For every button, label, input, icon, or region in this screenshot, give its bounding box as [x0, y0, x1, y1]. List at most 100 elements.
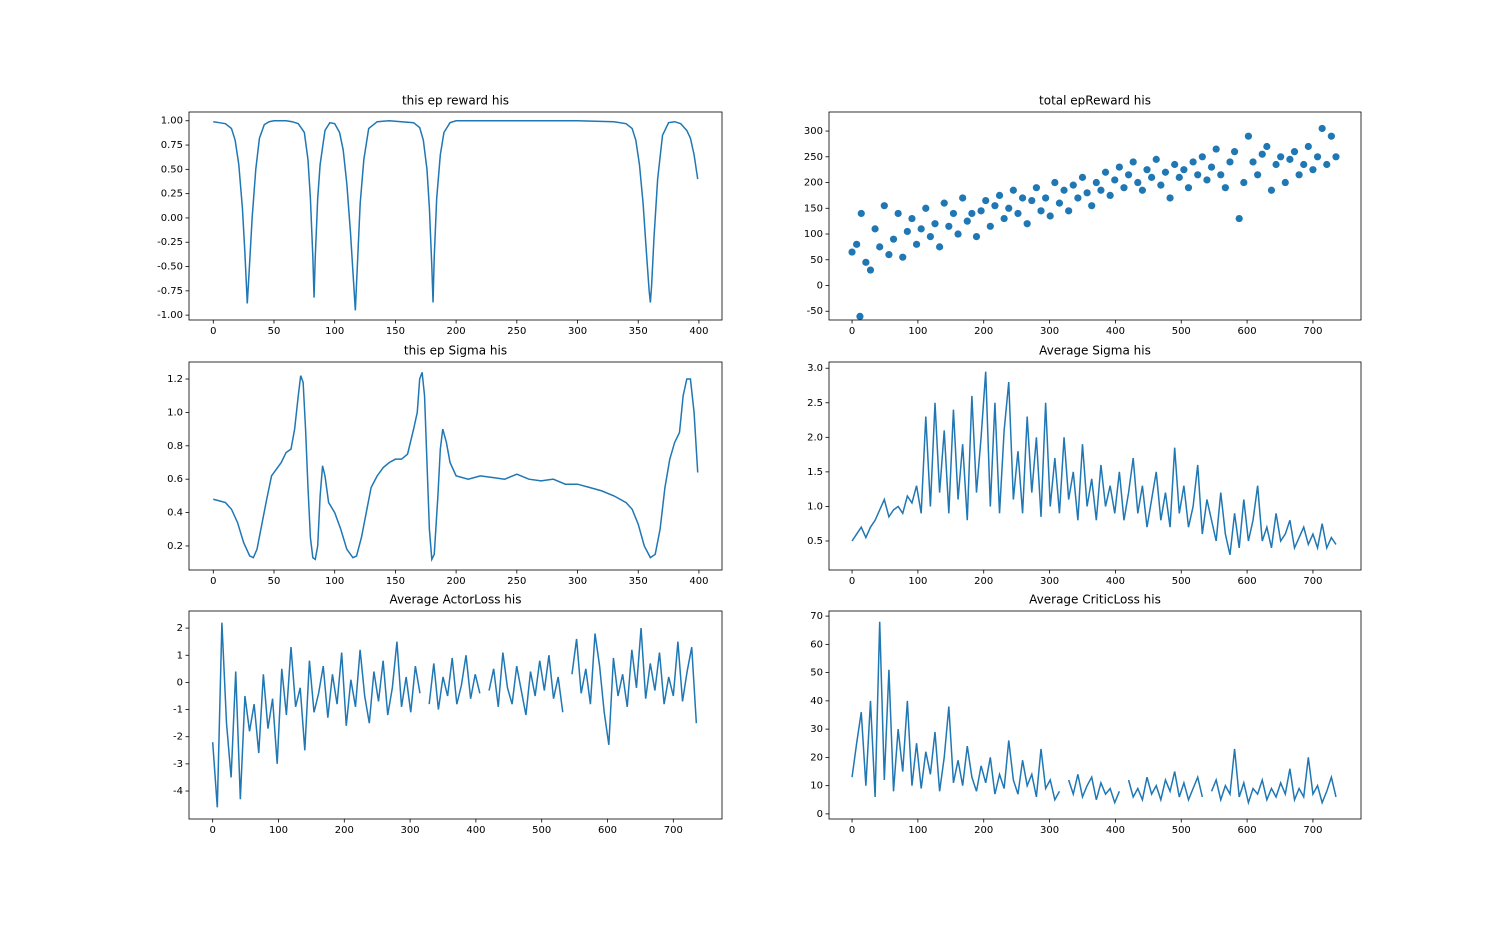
y-tick-label: 100 — [804, 229, 823, 240]
y-tick-label: 3.0 — [807, 363, 823, 374]
x-tick-label: 200 — [974, 576, 993, 587]
scatter-point — [986, 222, 994, 230]
scatter-point — [903, 227, 911, 236]
scatter-point — [1290, 148, 1299, 156]
y-tick-label: 300 — [804, 126, 823, 137]
scatter-point — [926, 232, 934, 241]
scatter-point — [1143, 166, 1151, 174]
scatter-point — [1244, 132, 1253, 140]
y-tick-label: 0 — [177, 677, 183, 688]
scatter-point — [912, 240, 921, 248]
x-tick-label: 0 — [210, 576, 216, 587]
scatter-point — [1111, 176, 1119, 184]
scatter-point — [1203, 176, 1211, 184]
x-tick-label: 150 — [386, 576, 405, 587]
x-tick-label: 150 — [386, 326, 405, 337]
subplot-title: this ep Sigma his — [404, 344, 507, 358]
y-tick-label: -1 — [173, 705, 183, 716]
y-tick-label: 1 — [177, 650, 183, 661]
scatter-point — [894, 209, 902, 218]
x-tick-label: 0 — [849, 326, 855, 337]
scatter-point — [1207, 163, 1216, 171]
scatter-point — [954, 230, 962, 238]
x-tick-label: 350 — [629, 326, 648, 337]
scatter-point — [857, 209, 865, 218]
x-tick-label: 500 — [1172, 576, 1191, 587]
scatter-point — [1332, 153, 1340, 161]
x-tick-label: 250 — [507, 326, 526, 337]
axes-frame — [188, 610, 723, 820]
x-tick-label: 0 — [849, 825, 855, 836]
x-tick-label: 600 — [1238, 825, 1257, 836]
scatter-point — [1194, 171, 1202, 179]
y-tick-label: 70 — [810, 611, 823, 622]
scatter-point — [1180, 166, 1188, 174]
x-tick-label: 500 — [1172, 825, 1191, 836]
scatter-point — [1267, 186, 1276, 194]
scatter-point — [1212, 145, 1220, 153]
scatter-point — [908, 214, 916, 223]
scatter-point — [848, 248, 856, 256]
scatter-point — [917, 225, 925, 233]
x-tick-label: 100 — [908, 825, 927, 836]
series-line — [211, 622, 698, 808]
x-tick-label: 300 — [568, 576, 587, 587]
scatter-point — [1184, 184, 1193, 192]
y-tick-label: 0.8 — [167, 441, 183, 452]
y-tick-label: -3 — [173, 759, 183, 770]
y-tick-label: -2 — [173, 732, 183, 743]
scatter-point — [1037, 207, 1045, 215]
y-tick-label: 60 — [810, 639, 823, 650]
scatter-point — [1286, 155, 1294, 163]
y-tick-label: -0.50 — [157, 262, 183, 273]
scatter-point — [1226, 158, 1234, 166]
axes-frame — [828, 361, 1362, 571]
x-tick-label: 300 — [401, 825, 420, 836]
y-tick-label: 1.0 — [167, 407, 183, 418]
scatter-point — [1083, 189, 1091, 197]
scatter-point — [1221, 184, 1229, 192]
y-tick-label: 1.00 — [161, 116, 183, 127]
scatter-point — [922, 204, 930, 212]
scatter-point — [885, 251, 893, 259]
y-tick-label: -1.00 — [157, 310, 183, 321]
y-tick-label: -50 — [807, 306, 823, 317]
y-tick-label: 250 — [804, 152, 823, 163]
scatter-point — [1065, 207, 1073, 215]
x-tick-label: 100 — [325, 576, 344, 587]
x-tick-label: 500 — [1172, 326, 1191, 337]
x-tick-label: 0 — [849, 576, 855, 587]
scatter-point — [1005, 204, 1013, 212]
subplot-title: this ep reward his — [402, 94, 509, 108]
series-line — [851, 621, 1337, 806]
x-tick-label: 200 — [974, 825, 993, 836]
subplot-title: total epReward his — [1039, 94, 1151, 108]
scatter-point — [853, 240, 861, 248]
scatter-point — [1300, 160, 1308, 169]
scatter-point — [1327, 132, 1335, 140]
y-tick-label: 200 — [804, 178, 823, 189]
scatter-point — [862, 258, 870, 266]
x-tick-label: 0 — [210, 825, 216, 836]
x-tick-label: 100 — [325, 326, 344, 337]
scatter-point — [1042, 194, 1050, 202]
x-tick-label: 400 — [1106, 326, 1125, 337]
x-tick-label: 700 — [1303, 326, 1322, 337]
axes-frame — [828, 610, 1362, 820]
scatter-point — [1032, 184, 1041, 192]
scatter-point — [991, 202, 999, 210]
scatter-point — [856, 312, 864, 320]
x-tick-label: 600 — [1238, 576, 1257, 587]
scatter-point — [995, 191, 1004, 200]
scatter-point — [1078, 173, 1087, 181]
y-tick-label: -0.25 — [157, 237, 183, 248]
scatter-point — [949, 209, 958, 218]
scatter-point — [1152, 155, 1160, 163]
scatter-point — [1235, 214, 1243, 223]
axes-frame — [828, 111, 1362, 321]
x-tick-label: 400 — [1106, 825, 1125, 836]
y-tick-label: 1.0 — [807, 501, 823, 512]
scatter-point — [940, 199, 948, 207]
scatter-point — [876, 243, 884, 251]
